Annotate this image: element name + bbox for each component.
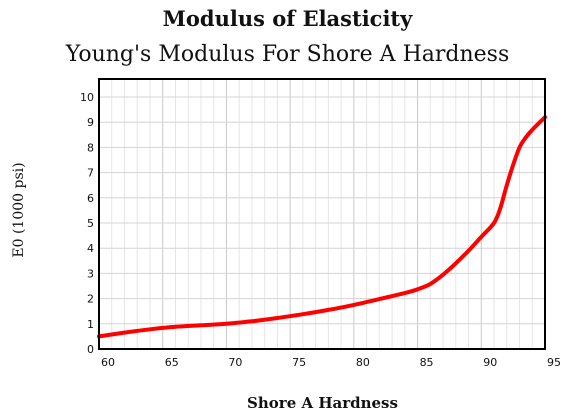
y-tick-label: 6 xyxy=(87,192,94,205)
series-line xyxy=(97,115,547,339)
series-layer xyxy=(97,115,547,339)
x-tick-label: 80 xyxy=(356,356,370,369)
grid xyxy=(98,79,546,350)
x-tick-label: 75 xyxy=(292,356,306,369)
y-tick-label: 0 xyxy=(87,343,94,356)
y-tick-label: 7 xyxy=(87,167,94,180)
y-tick-label: 3 xyxy=(87,267,94,280)
x-tick-labels: 60 65 70 75 80 85 90 95 xyxy=(101,356,561,369)
y-tick-label: 1 xyxy=(87,318,94,331)
y-tick-label: 2 xyxy=(87,293,94,306)
x-tick-label: 70 xyxy=(228,356,242,369)
y-tick-label: 10 xyxy=(80,91,94,104)
x-tick-label: 85 xyxy=(420,356,434,369)
chart-subtitle: Young's Modulus For Shore A Hardness xyxy=(65,42,510,67)
chart-title: Modulus of Elasticity xyxy=(162,6,413,31)
plot-frame xyxy=(98,78,546,350)
y-tick-label: 5 xyxy=(87,217,94,230)
x-axis-label: Shore A Hardness xyxy=(247,394,398,412)
y-tick-label: 8 xyxy=(87,141,94,154)
y-tick-label: 4 xyxy=(87,242,94,255)
x-tick-label: 60 xyxy=(101,356,115,369)
x-tick-label: 95 xyxy=(547,356,561,369)
y-tick-label: 9 xyxy=(87,116,94,129)
x-tick-label: 65 xyxy=(165,356,179,369)
y-tick-labels: 0 1 2 3 4 5 6 7 8 9 10 xyxy=(80,91,94,356)
x-tick-label: 90 xyxy=(483,356,497,369)
